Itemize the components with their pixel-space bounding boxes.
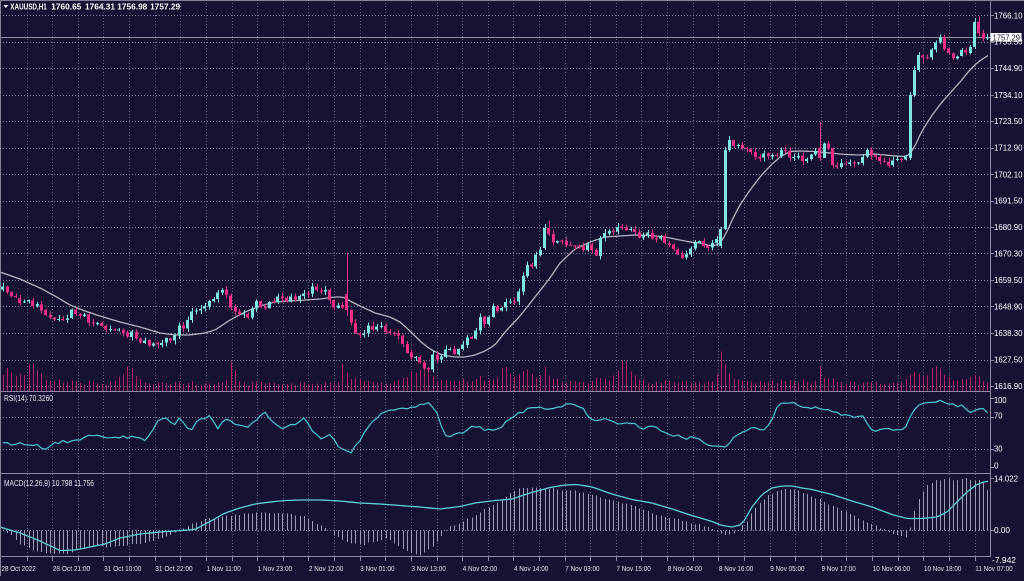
svg-text:28 Oct 2022: 28 Oct 2022: [2, 564, 36, 573]
svg-text:100: 100: [994, 396, 1007, 405]
svg-text:11 Nov 07:00: 11 Nov 07:00: [975, 564, 1012, 573]
svg-text:1702.10: 1702.10: [994, 170, 1023, 179]
svg-text:30: 30: [994, 445, 1003, 454]
svg-text:1757.29: 1757.29: [150, 3, 181, 12]
svg-text:31 Oct 10:00: 31 Oct 10:00: [104, 564, 141, 573]
svg-text:1670.30: 1670.30: [994, 249, 1023, 258]
svg-text:1744.90: 1744.90: [994, 64, 1023, 73]
svg-text:1755.50: 1755.50: [994, 38, 1023, 47]
svg-text:1 Nov 23:00: 1 Nov 23:00: [258, 564, 292, 573]
svg-text:8 Nov 16:00: 8 Nov 16:00: [719, 564, 753, 573]
svg-text:70: 70: [994, 412, 1003, 421]
svg-text:10 Nov 18:00: 10 Nov 18:00: [924, 564, 961, 573]
svg-text:1691.50: 1691.50: [994, 197, 1023, 206]
svg-text:1723.50: 1723.50: [994, 117, 1023, 126]
svg-text:-7.942: -7.942: [992, 556, 1017, 565]
svg-text:1659.50: 1659.50: [994, 276, 1023, 285]
svg-text:14.022: 14.022: [994, 475, 1019, 484]
svg-text:0.00: 0.00: [994, 526, 1011, 535]
svg-text:2 Nov 12:00: 2 Nov 12:00: [309, 564, 343, 573]
svg-text:1764.31: 1764.31: [85, 3, 116, 12]
svg-text:3 Nov 13:00: 3 Nov 13:00: [412, 564, 446, 573]
svg-text:1 Nov 11:00: 1 Nov 11:00: [207, 564, 241, 573]
svg-text:1627.50: 1627.50: [994, 356, 1023, 365]
svg-text:1766.10: 1766.10: [994, 11, 1023, 20]
svg-text:1760.65: 1760.65: [51, 3, 82, 12]
svg-text:9 Nov 17:00: 9 Nov 17:00: [822, 564, 856, 573]
svg-text:4 Nov 02:00: 4 Nov 02:00: [463, 564, 497, 573]
svg-text:0: 0: [994, 462, 999, 471]
svg-text:1712.90: 1712.90: [994, 144, 1023, 153]
svg-text:28 Oct 21:00: 28 Oct 21:00: [53, 564, 90, 573]
svg-text:8 Nov 04:00: 8 Nov 04:00: [668, 564, 702, 573]
svg-text:9 Nov 05:00: 9 Nov 05:00: [770, 564, 804, 573]
svg-text:31 Oct 22:00: 31 Oct 22:00: [155, 564, 192, 573]
svg-text:10 Nov 06:00: 10 Nov 06:00: [873, 564, 910, 573]
svg-text:1680.90: 1680.90: [994, 223, 1023, 232]
svg-text:1648.90: 1648.90: [994, 303, 1023, 312]
svg-text:XAUUSD,H1: XAUUSD,H1: [10, 3, 47, 12]
svg-text:4 Nov 14:00: 4 Nov 14:00: [514, 564, 548, 573]
svg-text:7 Nov 03:00: 7 Nov 03:00: [565, 564, 599, 573]
svg-text:1757.29: 1757.29: [993, 33, 1021, 42]
svg-text:1756.98: 1756.98: [117, 3, 148, 12]
svg-text:1734.10: 1734.10: [994, 91, 1023, 100]
svg-text:MACD(12,26,9) 10.798 11.756: MACD(12,26,9) 10.798 11.756: [4, 479, 94, 488]
svg-text:RSI(14) 70.3260: RSI(14) 70.3260: [4, 394, 53, 403]
svg-text:1616.90: 1616.90: [994, 382, 1023, 391]
svg-text:3 Nov 01:00: 3 Nov 01:00: [360, 564, 394, 573]
svg-text:7 Nov 15:00: 7 Nov 15:00: [617, 564, 651, 573]
svg-text:1638.30: 1638.30: [994, 329, 1023, 338]
